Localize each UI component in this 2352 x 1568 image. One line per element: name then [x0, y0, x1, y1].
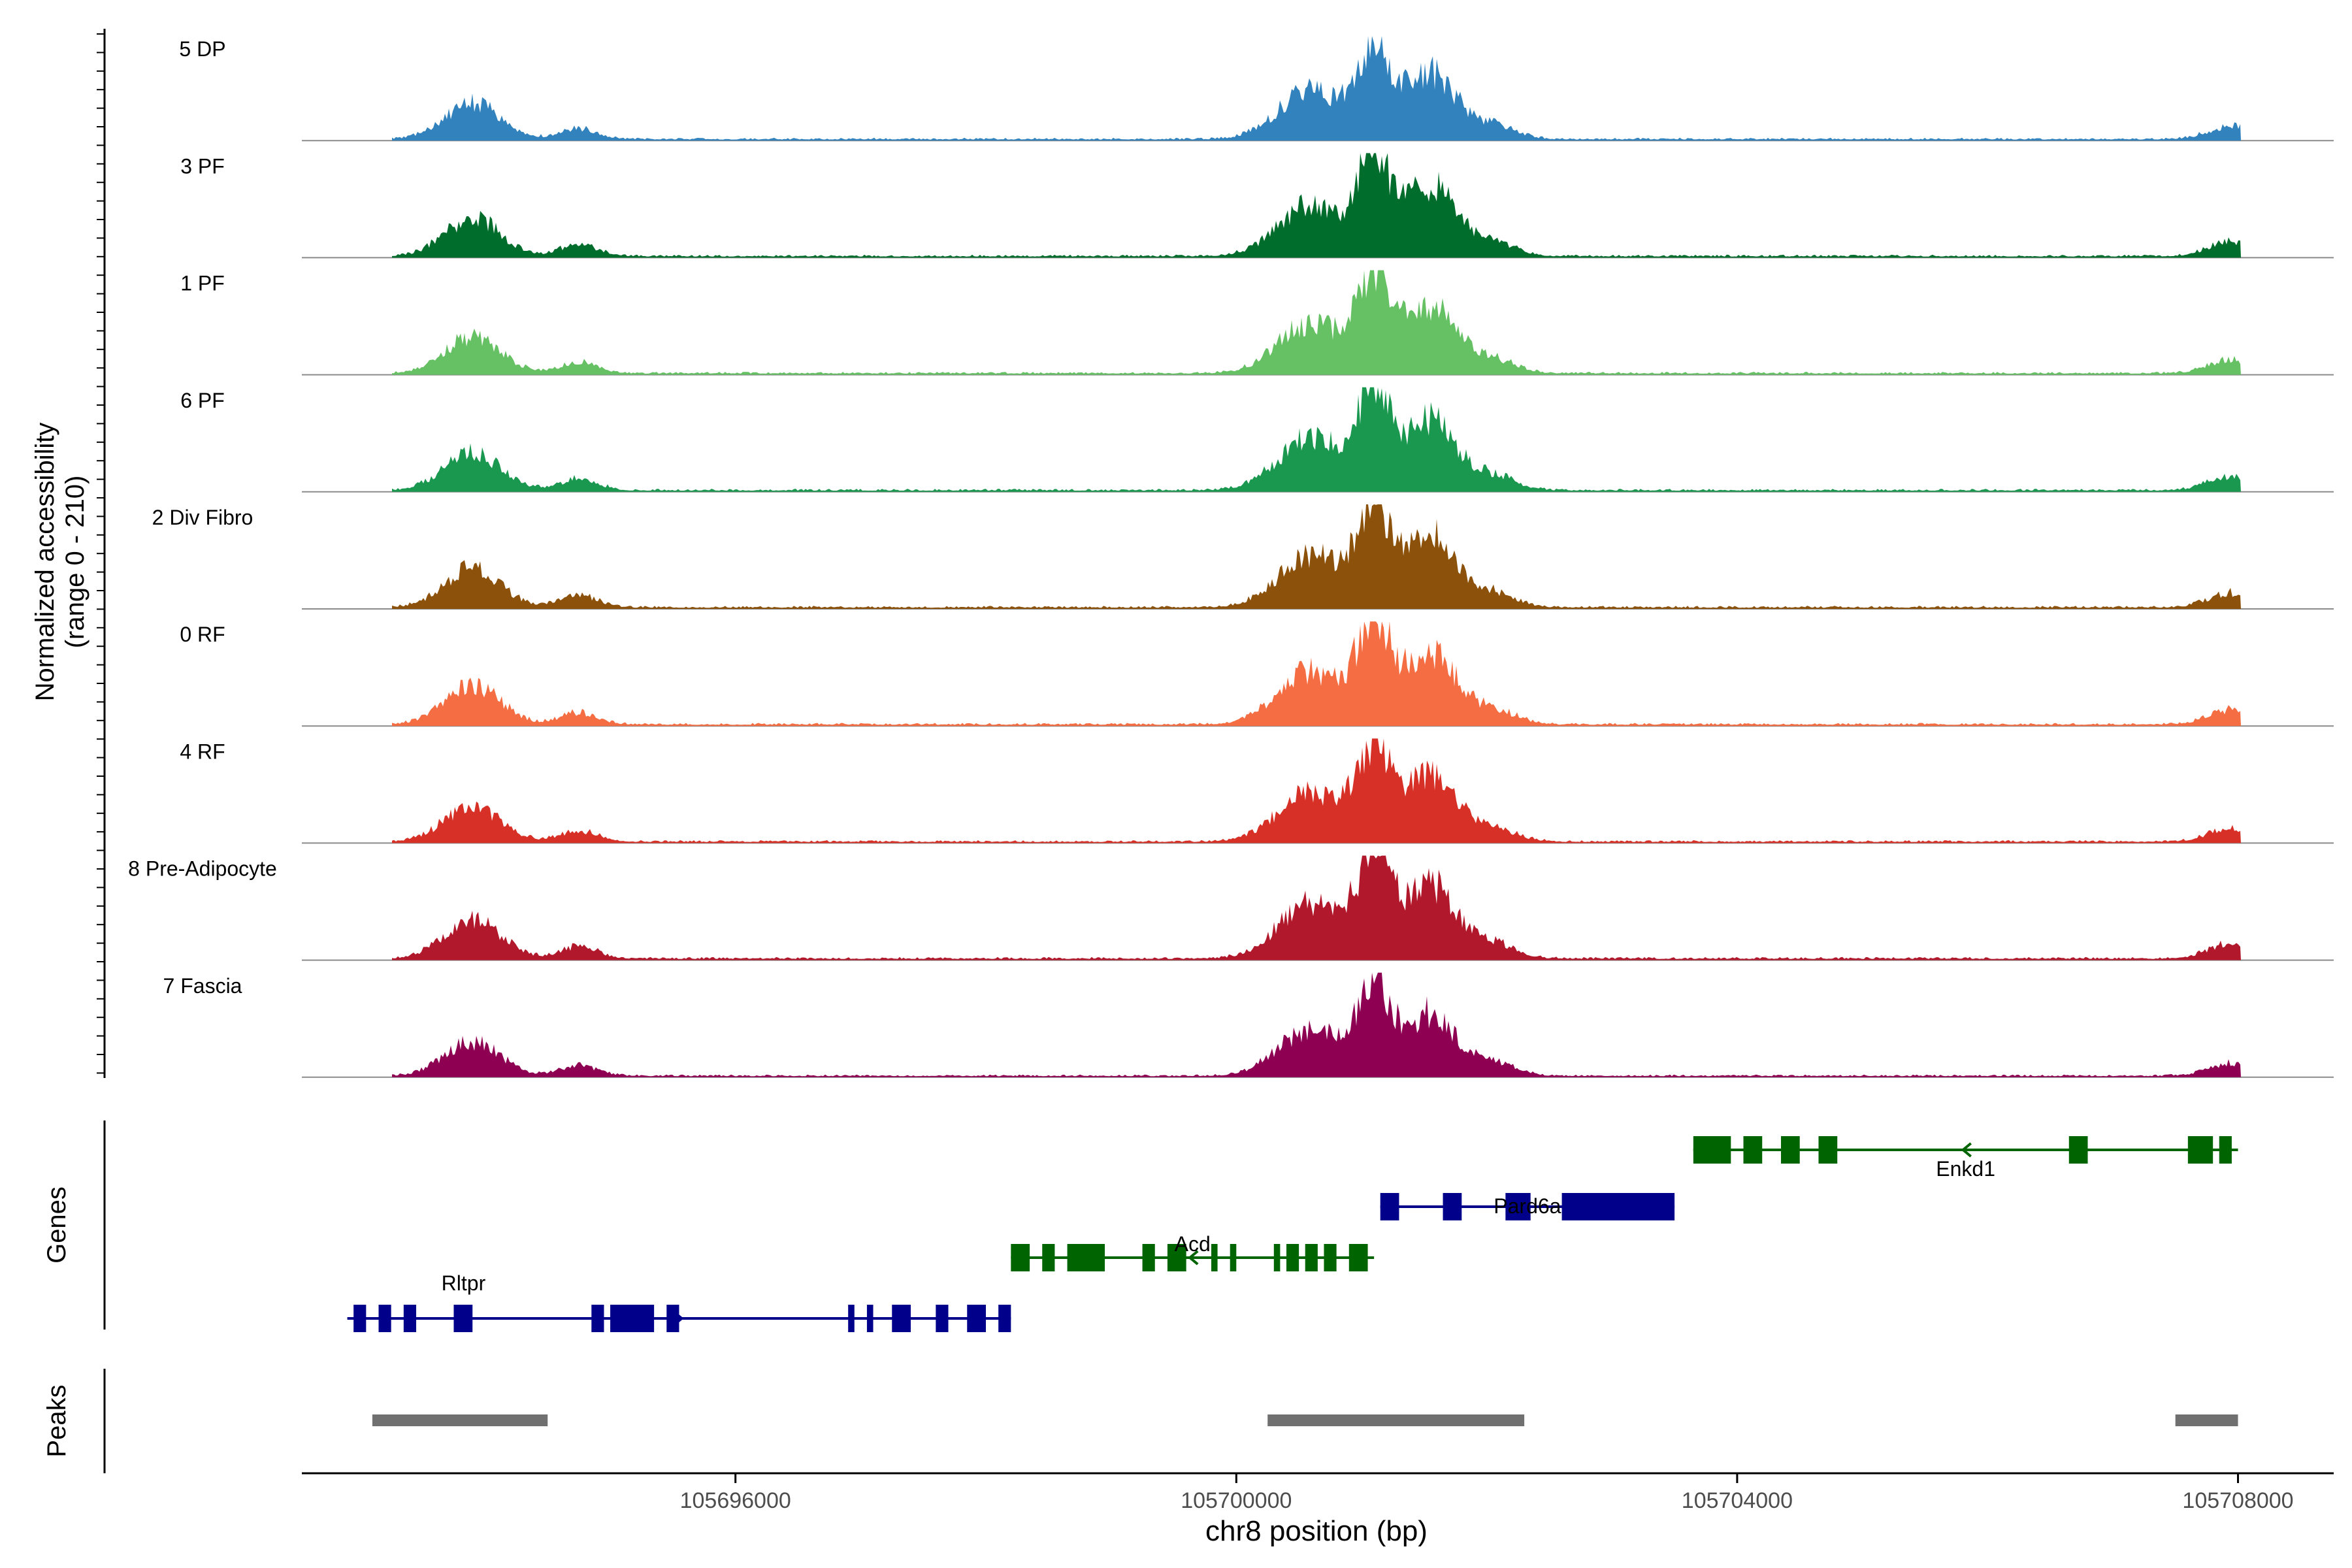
gene-exon [1142, 1244, 1155, 1271]
gene-exon [967, 1305, 986, 1332]
peak-bar [1267, 1414, 1525, 1426]
gene-exon [378, 1305, 391, 1332]
gene-exon [936, 1305, 949, 1332]
gene-exon [403, 1305, 416, 1332]
coverage-tracks: 5 DP 3 PF 1 PF 6 PF 2 Div Fibro 0 RF 4 RF 8 Pre… [128, 36, 2334, 1078]
gene-label: Rltpr [442, 1271, 486, 1295]
track-label: 4 RF [180, 740, 225, 763]
gene-exon [591, 1305, 604, 1332]
coverage-area [392, 36, 2241, 141]
track-label: 3 PF [180, 154, 225, 178]
gene-exon [453, 1305, 473, 1332]
track-1-pf: 1 PF [180, 270, 2334, 376]
coverage-area [392, 153, 2241, 258]
peak-bars [372, 1414, 2238, 1426]
gene-exon [866, 1305, 874, 1332]
genes-panel: Genes Rltpr Acd Pard6a Enkd1 [42, 1120, 2238, 1332]
gene-exon [1443, 1193, 1462, 1220]
gene-exon [1818, 1136, 1838, 1164]
track-8-pre-adipocyte: 8 Pre-Adipocyte [128, 855, 2334, 961]
gene-exon [1743, 1136, 1763, 1164]
track-0-rf: 0 RF [180, 621, 2334, 727]
coverage-area [392, 855, 2241, 960]
gene-exon [1693, 1136, 1731, 1164]
gene-exon [1505, 1193, 1531, 1220]
strand-arrow [1521, 1199, 1533, 1215]
strand-arrow [1188, 1250, 1199, 1266]
coverage-y-axis-label-line1: Normalized accessibility [31, 423, 59, 702]
gene-exon [1286, 1244, 1299, 1271]
track-6-pf: 6 PF [180, 387, 2334, 493]
gene-exon [666, 1305, 679, 1332]
peak-bar [372, 1414, 548, 1426]
gene-exon [998, 1305, 1011, 1332]
gene-exon [1230, 1244, 1237, 1271]
gene-exon [1042, 1244, 1055, 1271]
gene-exon [848, 1305, 855, 1332]
coverage-y-axis-ticks [97, 33, 105, 1074]
coverage-area [392, 504, 2241, 609]
track-5-dp: 5 DP [179, 36, 2334, 142]
peaks-panel: Peaks [42, 1369, 2238, 1473]
coverage-area [392, 738, 2241, 843]
gene-exon [2187, 1136, 2213, 1164]
track-7-fascia: 7 Fascia [163, 972, 2334, 1078]
track-label: 6 PF [180, 389, 225, 412]
gene-exon [2219, 1136, 2232, 1164]
gene-exon [1273, 1244, 1281, 1271]
track-label: 0 RF [180, 623, 225, 646]
track-4-rf: 4 RF [180, 738, 2334, 844]
gene-models: Rltpr Acd Pard6a Enkd1 [347, 1136, 2238, 1332]
x-tick-label: 105696000 [680, 1488, 791, 1513]
x-tick-label: 105700000 [1181, 1488, 1292, 1513]
x-axis: 105696000 105700000 105704000 105708000 chr… [302, 1472, 2334, 1547]
coverage-y-axis-label-line2: (range 0 - 210) [61, 476, 90, 649]
peaks-panel-label: Peaks [42, 1384, 71, 1457]
gene-exon [1305, 1244, 1318, 1271]
strand-arrow [1961, 1142, 1972, 1158]
track-label: 1 PF [180, 272, 225, 295]
coverage-area [392, 972, 2241, 1077]
gene-exon [1561, 1193, 1675, 1220]
coverage-area [392, 387, 2241, 492]
gene-exon [610, 1305, 655, 1332]
gene-exon [892, 1305, 911, 1332]
x-tick-label: 105704000 [1682, 1488, 1793, 1513]
gene-exon [1211, 1244, 1218, 1271]
gene-exon [1324, 1244, 1337, 1271]
coverage-area [392, 621, 2241, 727]
gene-enkd1: Enkd1 [1693, 1136, 2238, 1181]
gene-acd: Acd [1011, 1232, 1375, 1271]
track-label: 5 DP [179, 37, 225, 61]
x-axis-ticks: 105696000 105700000 105704000 105708000 [680, 1473, 2294, 1513]
genes-panel-label: Genes [42, 1186, 71, 1264]
peak-bar [2175, 1414, 2238, 1426]
track-label: 7 Fascia [163, 974, 242, 998]
gene-exon [2068, 1136, 2088, 1164]
gene-exon [1380, 1193, 1399, 1220]
gene-pard6a: Pard6a [1380, 1193, 1675, 1220]
track-3-pf: 3 PF [180, 153, 2334, 259]
gene-label: Acd [1175, 1232, 1211, 1256]
gene-exon [1067, 1244, 1105, 1271]
gene-exon [1348, 1244, 1368, 1271]
x-axis-title: chr8 position (bp) [1205, 1515, 1428, 1547]
gene-exon [1780, 1136, 1800, 1164]
gene-rltpr: Rltpr [347, 1271, 1011, 1332]
gene-exon [353, 1305, 367, 1332]
coverage-area [392, 270, 2241, 375]
strand-arrow [673, 1311, 684, 1326]
track-label: 2 Div Fibro [152, 506, 253, 529]
x-tick-label: 105708000 [2182, 1488, 2293, 1513]
gene-exon [1167, 1244, 1186, 1271]
track-2-div-fibro: 2 Div Fibro [152, 504, 2334, 610]
track-label: 8 Pre-Adipocyte [128, 857, 277, 881]
gene-exon [1011, 1244, 1030, 1271]
gene-label: Enkd1 [1936, 1157, 1995, 1181]
coverage-panel: Normalized accessibility (range 0 - 210)… [31, 29, 2334, 1078]
gene-label: Pard6a [1494, 1194, 1561, 1218]
